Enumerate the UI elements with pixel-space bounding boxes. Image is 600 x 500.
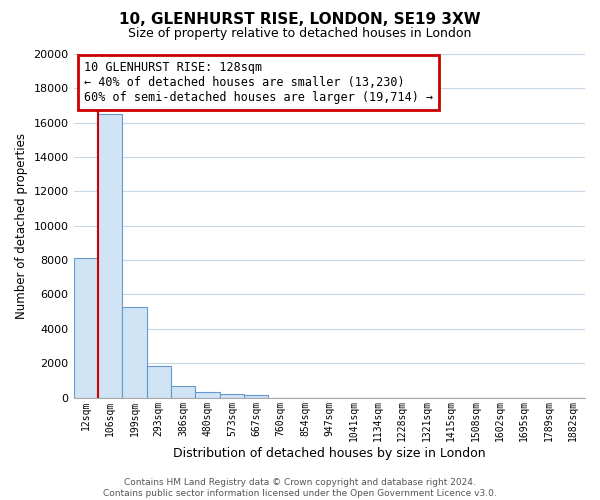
Bar xyxy=(244,395,268,398)
Bar xyxy=(171,386,196,398)
Bar xyxy=(98,114,122,398)
Text: Contains HM Land Registry data © Crown copyright and database right 2024.
Contai: Contains HM Land Registry data © Crown c… xyxy=(103,478,497,498)
Bar xyxy=(74,258,98,398)
Bar xyxy=(196,392,220,398)
Text: 10 GLENHURST RISE: 128sqm
← 40% of detached houses are smaller (13,230)
60% of s: 10 GLENHURST RISE: 128sqm ← 40% of detac… xyxy=(84,61,433,104)
Bar xyxy=(220,394,244,398)
Text: Size of property relative to detached houses in London: Size of property relative to detached ho… xyxy=(128,28,472,40)
Bar xyxy=(122,306,146,398)
Bar xyxy=(146,366,171,398)
X-axis label: Distribution of detached houses by size in London: Distribution of detached houses by size … xyxy=(173,447,485,460)
Text: 10, GLENHURST RISE, LONDON, SE19 3XW: 10, GLENHURST RISE, LONDON, SE19 3XW xyxy=(119,12,481,28)
Y-axis label: Number of detached properties: Number of detached properties xyxy=(15,133,28,319)
